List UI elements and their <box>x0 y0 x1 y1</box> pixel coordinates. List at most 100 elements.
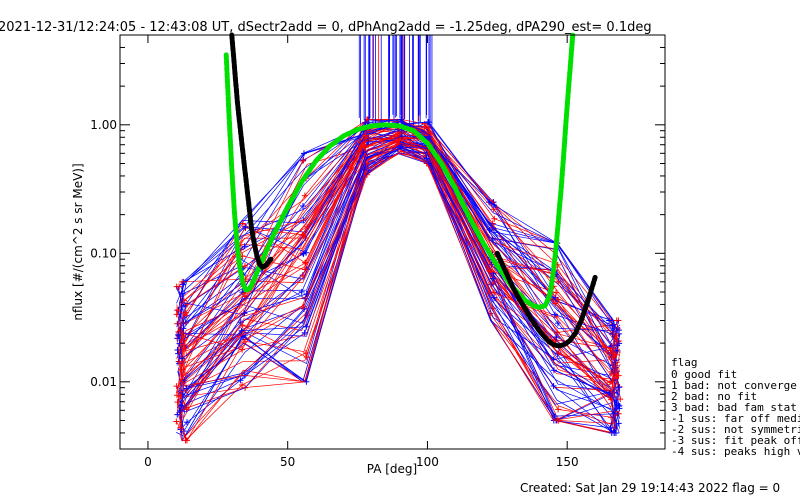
data-point <box>241 243 248 250</box>
data-trace <box>177 119 621 372</box>
data-point <box>174 347 181 354</box>
data-point <box>302 259 309 266</box>
data-point <box>174 411 181 418</box>
data-point <box>239 381 246 388</box>
data-point <box>491 294 498 301</box>
data-point <box>360 149 367 156</box>
data-point <box>301 192 308 199</box>
data-point <box>552 311 559 318</box>
data-point <box>241 262 248 269</box>
y-axis-label: nflux [#/(cm^2 s sr MeV)] <box>71 163 85 320</box>
fit-curve <box>494 250 598 349</box>
legend: flag 0 good fit 1 bad: not converge 2 ba… <box>671 356 800 458</box>
data-point <box>555 296 562 303</box>
data-trace <box>181 152 618 434</box>
data-trace <box>178 128 617 383</box>
data-point <box>300 202 307 209</box>
data-point <box>303 290 310 297</box>
data-point <box>300 303 307 310</box>
y-axis: 0.01 0.10 1.00 <box>90 34 665 450</box>
data-point <box>238 327 245 334</box>
x-tick-label: 100 <box>416 455 439 469</box>
data-point <box>179 278 186 285</box>
data-trace <box>180 141 617 395</box>
data-point <box>362 144 369 151</box>
data-point <box>365 138 372 145</box>
y-tick-label: 0.10 <box>90 246 117 260</box>
chart-title: 2021-12-31/12:24:05 - 12:43:08 UT, dSect… <box>0 20 652 35</box>
data-point <box>301 329 308 336</box>
data-point <box>613 330 620 337</box>
data-point <box>607 379 614 386</box>
data-trace <box>177 146 620 434</box>
data-trace <box>177 131 616 350</box>
data-point <box>421 123 428 130</box>
data-point <box>399 132 406 139</box>
y-tick-label: 0.01 <box>90 375 117 389</box>
data-trace <box>177 142 616 408</box>
data-point <box>606 317 613 324</box>
data-point <box>303 249 310 256</box>
legend-entry: -3 sus: fit peak off 9 <box>671 434 800 447</box>
legend-entry: -4 sus: peaks high v <box>671 445 800 458</box>
legend-entry: 2 bad: no fit <box>671 390 757 403</box>
data-trace <box>177 147 616 433</box>
data-trace <box>180 152 621 434</box>
x-tick-label: 150 <box>556 455 579 469</box>
data-trace <box>180 137 618 392</box>
data-point <box>550 367 557 374</box>
data-point <box>617 396 624 403</box>
data-point <box>176 283 183 290</box>
data-point <box>426 133 433 140</box>
y-tick-label: 1.00 <box>90 118 117 132</box>
data-point <box>173 418 180 425</box>
data-point <box>550 383 557 390</box>
data-point <box>615 384 622 391</box>
data-point <box>606 390 613 397</box>
data-trace <box>178 151 618 431</box>
data-trace <box>179 152 620 434</box>
data-point <box>241 309 248 316</box>
data-trace <box>177 120 621 344</box>
data-point <box>612 429 619 436</box>
legend-entry: 1 bad: not converge <box>671 379 797 392</box>
legend-entry: -2 sus: not symmetri <box>671 423 800 436</box>
data-point <box>173 392 180 399</box>
data-point <box>490 201 497 208</box>
data-trace <box>176 145 617 420</box>
footer-text: Created: Sat Jan 29 19:14:43 2022 flag =… <box>520 481 780 495</box>
data-trace <box>179 148 617 442</box>
data-point <box>553 289 560 296</box>
data-point <box>616 402 623 409</box>
data-point <box>555 406 562 413</box>
data-point <box>184 301 191 308</box>
legend-title: flag <box>671 356 698 369</box>
data-point <box>180 281 187 288</box>
data-point <box>303 354 310 361</box>
x-axis-label: PA [deg] <box>367 462 417 476</box>
data-point <box>615 401 622 408</box>
legend-entry: 0 good fit <box>671 368 737 381</box>
data-point <box>175 331 182 338</box>
fit-curve <box>229 32 274 271</box>
data-point <box>239 322 246 329</box>
data-trace <box>180 121 619 358</box>
data-point <box>610 350 617 357</box>
plot-frame <box>119 34 666 450</box>
data-point <box>239 220 246 227</box>
data-point <box>365 116 372 123</box>
legend-entry: 3 bad: bad fam stat <box>671 401 797 414</box>
x-tick-label: 50 <box>280 455 295 469</box>
x-tick-label: 0 <box>144 455 152 469</box>
data-point <box>491 215 498 222</box>
data-point <box>181 377 188 384</box>
data-point <box>298 288 305 295</box>
legend-entry: -1 sus: far off media <box>671 412 800 425</box>
x-axis: 0 50 100 150 <box>144 35 579 469</box>
data-point <box>237 377 244 384</box>
data-point <box>362 132 369 139</box>
data-point <box>489 268 496 275</box>
fit-curve <box>223 32 576 310</box>
plot-area <box>173 32 624 444</box>
